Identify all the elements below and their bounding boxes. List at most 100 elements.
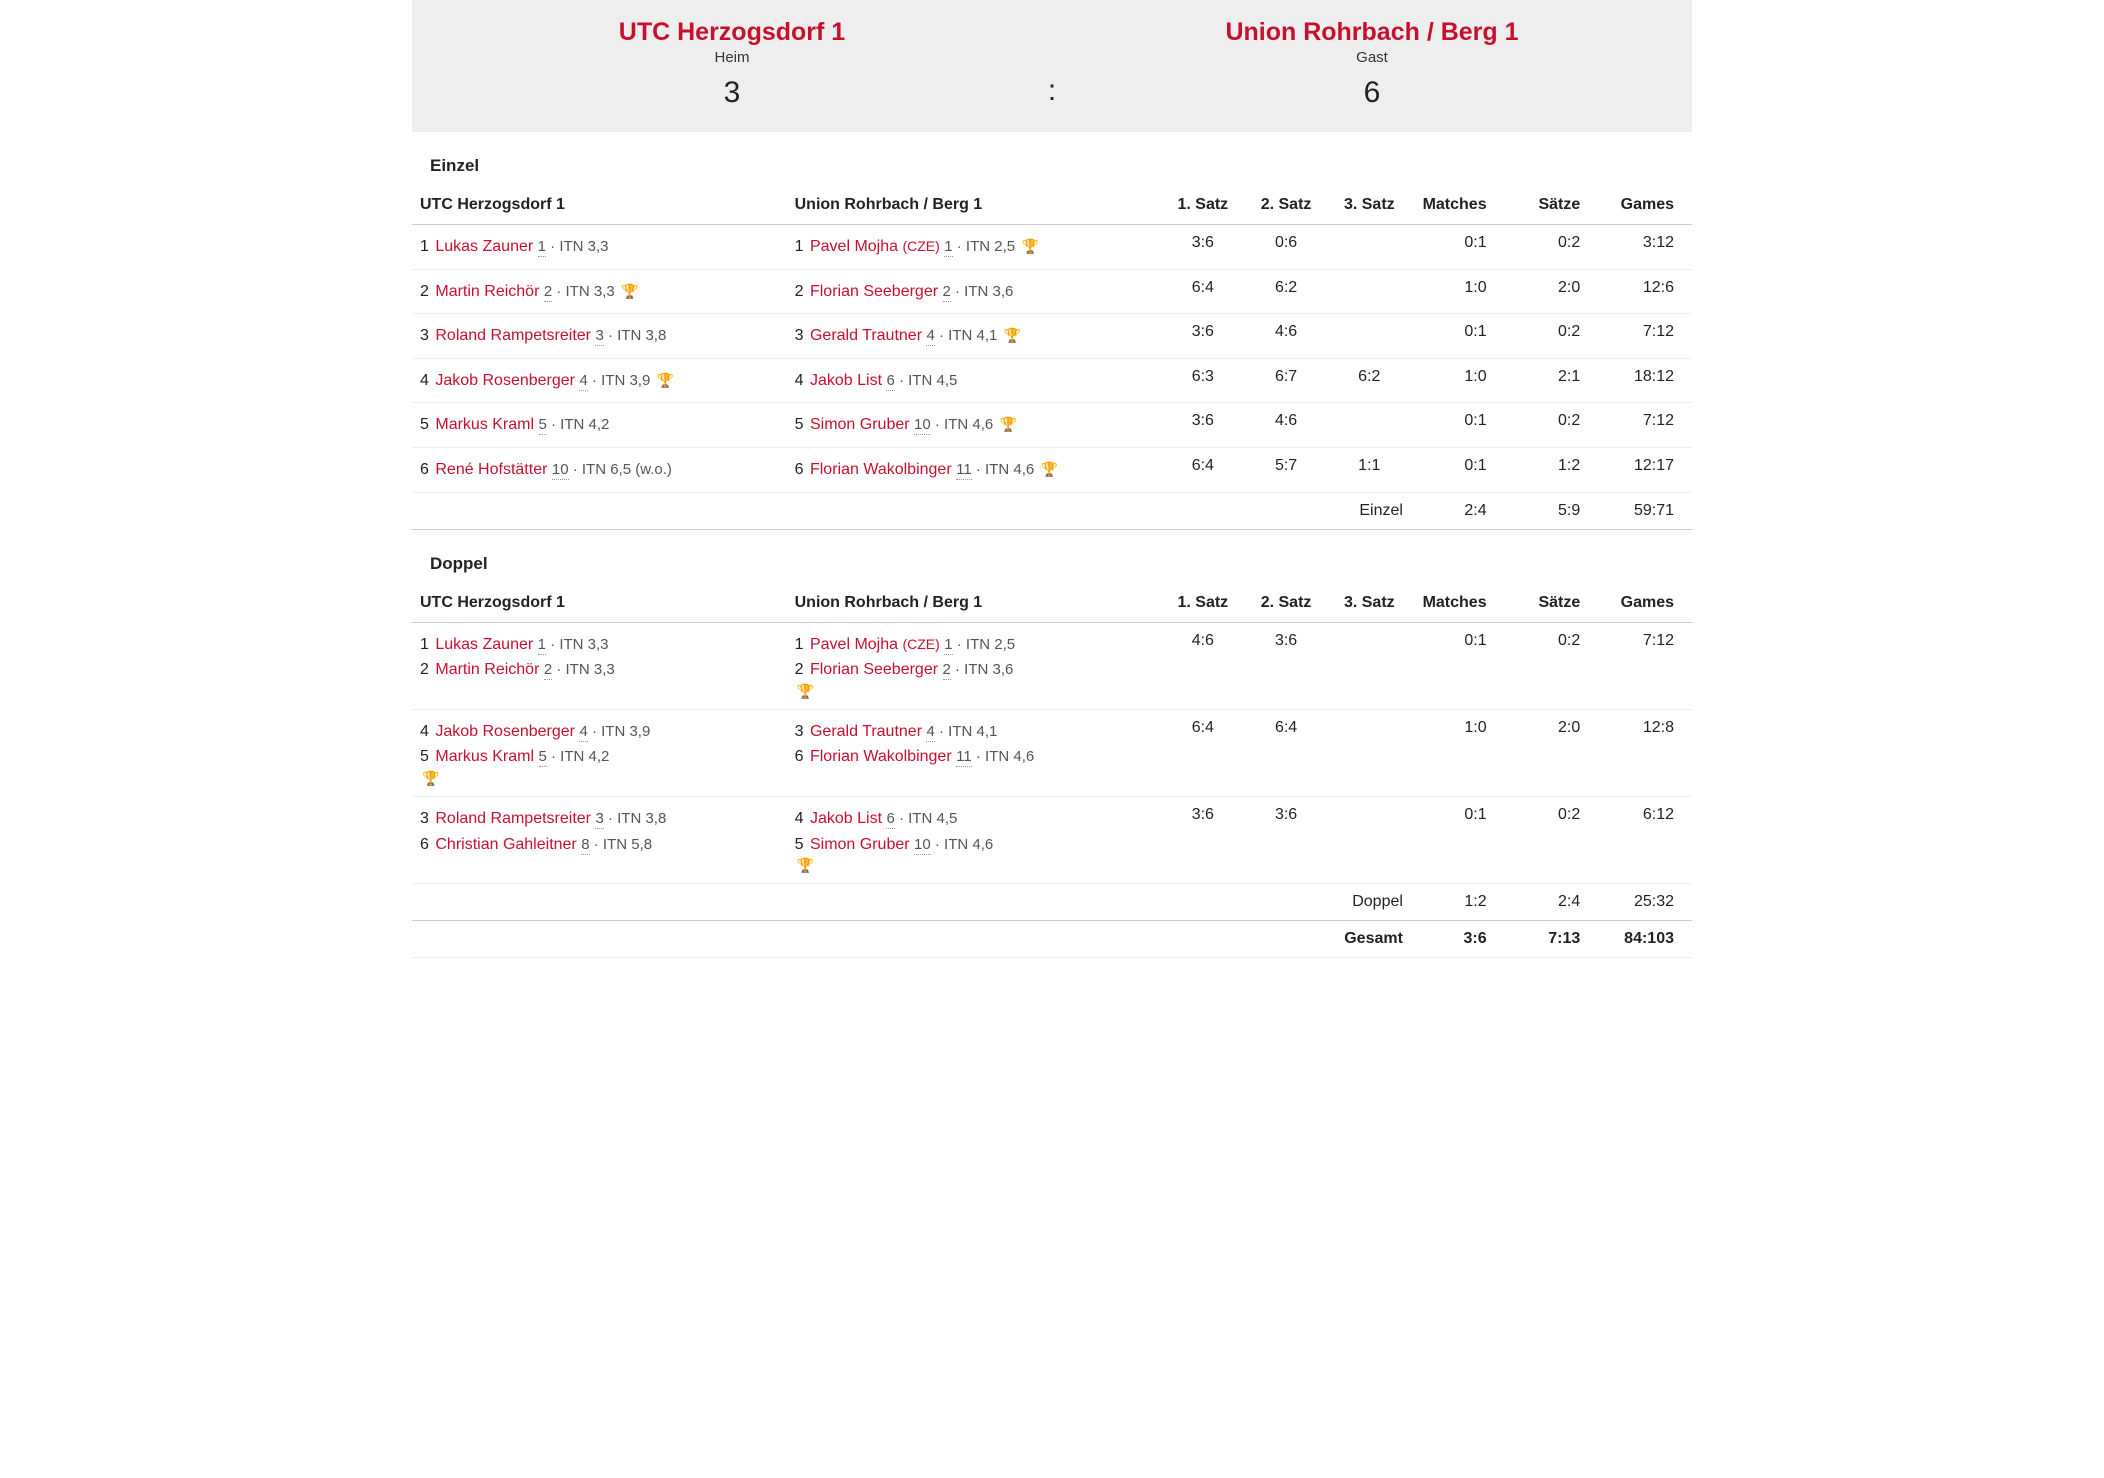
cell-matches: 0:1 — [1411, 622, 1505, 709]
player-link[interactable]: Martin Reichör — [435, 283, 539, 300]
player-link[interactable]: Martin Reichör — [435, 661, 539, 678]
col-games: Games — [1598, 186, 1692, 225]
player-rank: 6 — [420, 461, 429, 478]
player-link[interactable]: Florian Seeberger — [810, 661, 938, 678]
table-row: 4 Jakob Rosenberger 4 · ITN 3,95 Markus … — [412, 709, 1692, 796]
player-meta: 2 · ITN 3,6 — [943, 283, 1014, 302]
col-satz2: 2. Satz — [1244, 584, 1327, 623]
col-home: UTC Herzogsdorf 1 — [412, 584, 787, 623]
player-link[interactable]: Jakob Rosenberger — [435, 723, 575, 740]
doppel-header-row: UTC Herzogsdorf 1 Union Rohrbach / Berg … — [412, 584, 1692, 623]
player-meta: 10 · ITN 6,5 (w.o.) — [552, 461, 672, 480]
player-meta: 4 · ITN 3,9 — [579, 723, 650, 742]
cell-satz1: 3:6 — [1161, 314, 1244, 359]
cell-away-players: 1 Pavel Mojha (CZE) 1 · ITN 2,52 Florian… — [787, 622, 1162, 709]
player-link[interactable]: Jakob List — [810, 810, 882, 827]
player-link[interactable]: Florian Wakolbinger — [810, 461, 952, 478]
player-link[interactable]: Pavel Mojha — [810, 636, 898, 653]
player-rank: 5 — [795, 416, 804, 433]
cell-satz3 — [1328, 403, 1411, 448]
player-rank: 5 — [420, 416, 429, 433]
col-games: Games — [1598, 584, 1692, 623]
cell-away-players: 3 Gerald Trautner 4 · ITN 4,1 🏆 — [787, 314, 1162, 359]
total-label: Gesamt — [1328, 921, 1411, 958]
total-games: 84:103 — [1598, 921, 1692, 958]
player-rank: 4 — [420, 372, 429, 389]
total-saetze: 7:13 — [1505, 921, 1599, 958]
cell-games: 3:12 — [1598, 225, 1692, 270]
player-meta: 6 · ITN 4,5 — [886, 372, 957, 391]
cell-satz1: 4:6 — [1161, 622, 1244, 709]
player-meta: 10 · ITN 4,6 — [914, 416, 993, 435]
subtotal-label: Einzel — [1328, 492, 1411, 529]
player-rank: 3 — [795, 723, 804, 740]
cell-games: 7:12 — [1598, 314, 1692, 359]
cell-away-players: 4 Jakob List 6 · ITN 4,5 — [787, 358, 1162, 403]
player-meta: 5 · ITN 4,2 — [539, 416, 610, 435]
cell-saetze: 2:0 — [1505, 269, 1599, 314]
cell-saetze: 2:1 — [1505, 358, 1599, 403]
player-link[interactable]: Christian Gahleitner — [435, 836, 576, 853]
player-link[interactable]: Gerald Trautner — [810, 723, 922, 740]
player-link[interactable]: Gerald Trautner — [810, 327, 922, 344]
player-link[interactable]: Simon Gruber — [810, 416, 910, 433]
cell-satz1: 6:3 — [1161, 358, 1244, 403]
table-row: 2 Martin Reichör 2 · ITN 3,3 🏆2 Florian … — [412, 269, 1692, 314]
cell-home-players: 6 René Hofstätter 10 · ITN 6,5 (w.o.) — [412, 447, 787, 492]
col-matches: Matches — [1411, 186, 1505, 225]
player-rank: 4 — [795, 372, 804, 389]
cell-satz2: 4:6 — [1244, 314, 1327, 359]
col-satz3: 3. Satz — [1328, 186, 1411, 225]
col-saetze: Sätze — [1505, 186, 1599, 225]
col-satz1: 1. Satz — [1161, 584, 1244, 623]
player-line: 2 Florian Seeberger 2 · ITN 3,6 — [795, 657, 1154, 683]
player-line: 4 Jakob Rosenberger 4 · ITN 3,9 🏆 — [420, 368, 779, 394]
subtotal-saetze: 5:9 — [1505, 492, 1599, 529]
cell-home-players: 5 Markus Kraml 5 · ITN 4,2 — [412, 403, 787, 448]
player-link[interactable]: Jakob Rosenberger — [435, 372, 575, 389]
player-link[interactable]: Lukas Zauner — [435, 636, 533, 653]
player-line: 3 Roland Rampetsreiter 3 · ITN 3,8 — [420, 323, 779, 349]
trophy-icon: 🏆 — [1041, 461, 1058, 477]
cell-away-players: 6 Florian Wakolbinger 11 · ITN 4,6 🏆 — [787, 447, 1162, 492]
cell-saetze: 0:2 — [1505, 225, 1599, 270]
player-link[interactable]: Simon Gruber — [810, 836, 910, 853]
player-link[interactable]: Roland Rampetsreiter — [435, 810, 591, 827]
player-link[interactable]: Jakob List — [810, 372, 882, 389]
player-meta: 2 · ITN 3,6 — [943, 661, 1014, 680]
section-doppel-title: Doppel — [412, 530, 1692, 584]
cell-satz3 — [1328, 622, 1411, 709]
player-link[interactable]: Pavel Mojha — [810, 238, 898, 255]
player-rank: 5 — [795, 836, 804, 853]
subtotal-games: 59:71 — [1598, 492, 1692, 529]
player-link[interactable]: René Hofstätter — [435, 461, 547, 478]
player-link[interactable]: Roland Rampetsreiter — [435, 327, 591, 344]
subtotal-row: Doppel1:22:425:32 — [412, 884, 1692, 921]
trophy-icon: 🏆 — [1000, 416, 1017, 432]
trophy-icon: 🏆 — [621, 283, 638, 299]
home-team-box: UTC Herzogsdorf 1 Heim 3 — [432, 18, 1032, 110]
cell-away-players: 1 Pavel Mojha (CZE) 1 · ITN 2,5 🏆 — [787, 225, 1162, 270]
cell-away-players: 5 Simon Gruber 10 · ITN 4,6 🏆 — [787, 403, 1162, 448]
player-meta: 4 · ITN 3,9 — [579, 372, 650, 391]
cell-satz3 — [1328, 314, 1411, 359]
player-line: 6 Christian Gahleitner 8 · ITN 5,8 — [420, 832, 779, 858]
table-row: 6 René Hofstätter 10 · ITN 6,5 (w.o.)6 F… — [412, 447, 1692, 492]
player-meta: 11 · ITN 4,6 — [956, 461, 1034, 480]
col-satz3: 3. Satz — [1328, 584, 1411, 623]
player-link[interactable]: Markus Kraml — [435, 416, 534, 433]
player-link[interactable]: Markus Kraml — [435, 748, 534, 765]
col-away: Union Rohrbach / Berg 1 — [787, 584, 1162, 623]
player-rank: 1 — [795, 238, 804, 255]
section-einzel-title: Einzel — [412, 132, 1692, 186]
player-link[interactable]: Lukas Zauner — [435, 238, 533, 255]
player-link[interactable]: Florian Seeberger — [810, 283, 938, 300]
player-rank: 2 — [420, 283, 429, 300]
subtotal-label: Doppel — [1328, 884, 1411, 921]
cell-satz2: 3:6 — [1244, 622, 1327, 709]
player-link[interactable]: Florian Wakolbinger — [810, 748, 952, 765]
cell-satz2: 6:7 — [1244, 358, 1327, 403]
player-meta: 1 · ITN 2,5 — [944, 238, 1015, 257]
cell-matches: 1:0 — [1411, 269, 1505, 314]
player-meta: 8 · ITN 5,8 — [581, 836, 652, 855]
